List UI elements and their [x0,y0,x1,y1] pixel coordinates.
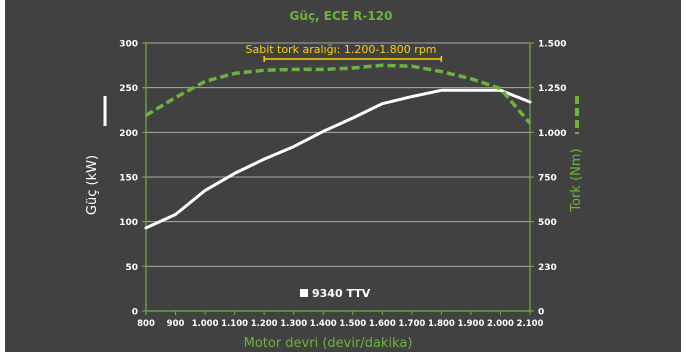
y-right-tick-label: 500 [538,218,557,228]
x-tick-label: 2.000 [487,319,514,329]
x-tick-label: 1.700 [398,319,425,329]
axis-line-markers [103,96,579,134]
y-left-tick-labels: 0 50 100 150 200 250 300 [119,40,138,318]
y-left-tick-label: 300 [119,40,138,50]
y-left-tick-label: 150 [119,174,138,184]
legend-label: 9340 TTV [312,287,371,300]
legend-swatch [300,289,308,297]
x-tick-label: 2.100 [517,319,544,329]
x-tick-label: 1.800 [428,319,455,329]
gridlines [146,42,530,267]
annotation-text: Sabit tork aralığı: 1.200-1.800 rpm [245,43,436,56]
y-left-tick-label: 0 [132,308,138,318]
axes [142,42,534,315]
y-right-axis-label: Tork (Nm) [569,148,584,212]
annotation-group: Sabit tork aralığı: 1.200-1.800 rpm [245,43,443,62]
y-right-tick-labels: 0 230 500 750 1.000 1.250 1.500 [538,40,566,318]
y-right-tick-label: 1.000 [538,129,566,139]
x-tick-label: 1.900 [457,319,484,329]
y-right-tick-label: 750 [538,174,557,184]
x-tick-label: 900 [167,319,185,329]
x-tick-label: 1.100 [221,319,248,329]
y-left-tick-label: 50 [125,263,138,273]
y-left-tick-label: 250 [119,84,138,94]
torque-line [145,63,532,125]
y-left-axis-label: Güç (kW) [85,155,100,215]
x-tick-label: 1.300 [280,319,307,329]
x-tick-label: 800 [137,319,155,329]
x-axis-label: Motor devri (devir/dakika) [244,336,413,351]
power-line [144,88,532,230]
x-tick-label: 1.400 [310,319,337,329]
x-tick-label: 1.000 [192,319,219,329]
y-right-tick-label: 0 [538,308,544,318]
y-right-tick-label: 230 [538,263,557,273]
x-tick-label: 1.600 [369,319,396,329]
x-tick-labels: 800 900 1.000 1.100 1.200 1.300 1.400 1.500 1.60… [137,319,543,329]
series-lines [144,63,532,230]
y-left-tick-label: 100 [119,218,138,228]
legend: 9340 TTV [300,287,371,300]
y-right-tick-label: 1.250 [538,84,566,94]
x-tick-label: 1.200 [251,319,278,329]
y-left-tick-label: 200 [119,129,138,139]
x-tick-label: 1.500 [339,319,366,329]
chart-title: Güç, ECE R-120 [290,9,393,23]
y-right-tick-label: 1.500 [538,40,566,50]
